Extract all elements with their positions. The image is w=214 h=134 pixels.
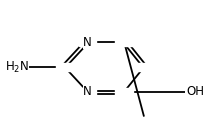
Bar [115,88,133,96]
Bar [135,63,153,71]
Text: OH: OH [187,85,205,98]
Text: H$_2$N: H$_2$N [5,59,29,75]
Bar [79,88,96,96]
Text: N: N [83,85,92,98]
Text: N: N [83,36,92,49]
Bar [115,38,133,46]
Bar [56,63,73,71]
Bar [79,38,96,46]
